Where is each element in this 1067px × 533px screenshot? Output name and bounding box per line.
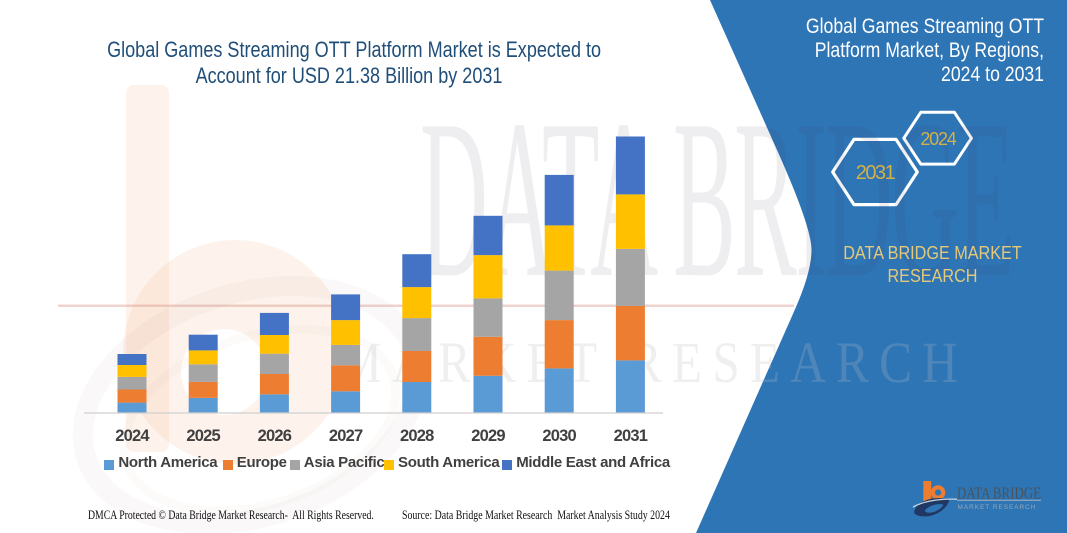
svg-text:MARKET RESEARCH: MARKET RESEARCH bbox=[338, 330, 968, 395]
svg-text:DATA BRIDGE: DATA BRIDGE bbox=[957, 483, 1041, 502]
svg-text:DATA BRIDGE: DATA BRIDGE bbox=[420, 72, 1013, 324]
svg-text:MARKET RESEARCH: MARKET RESEARCH bbox=[958, 504, 1038, 511]
